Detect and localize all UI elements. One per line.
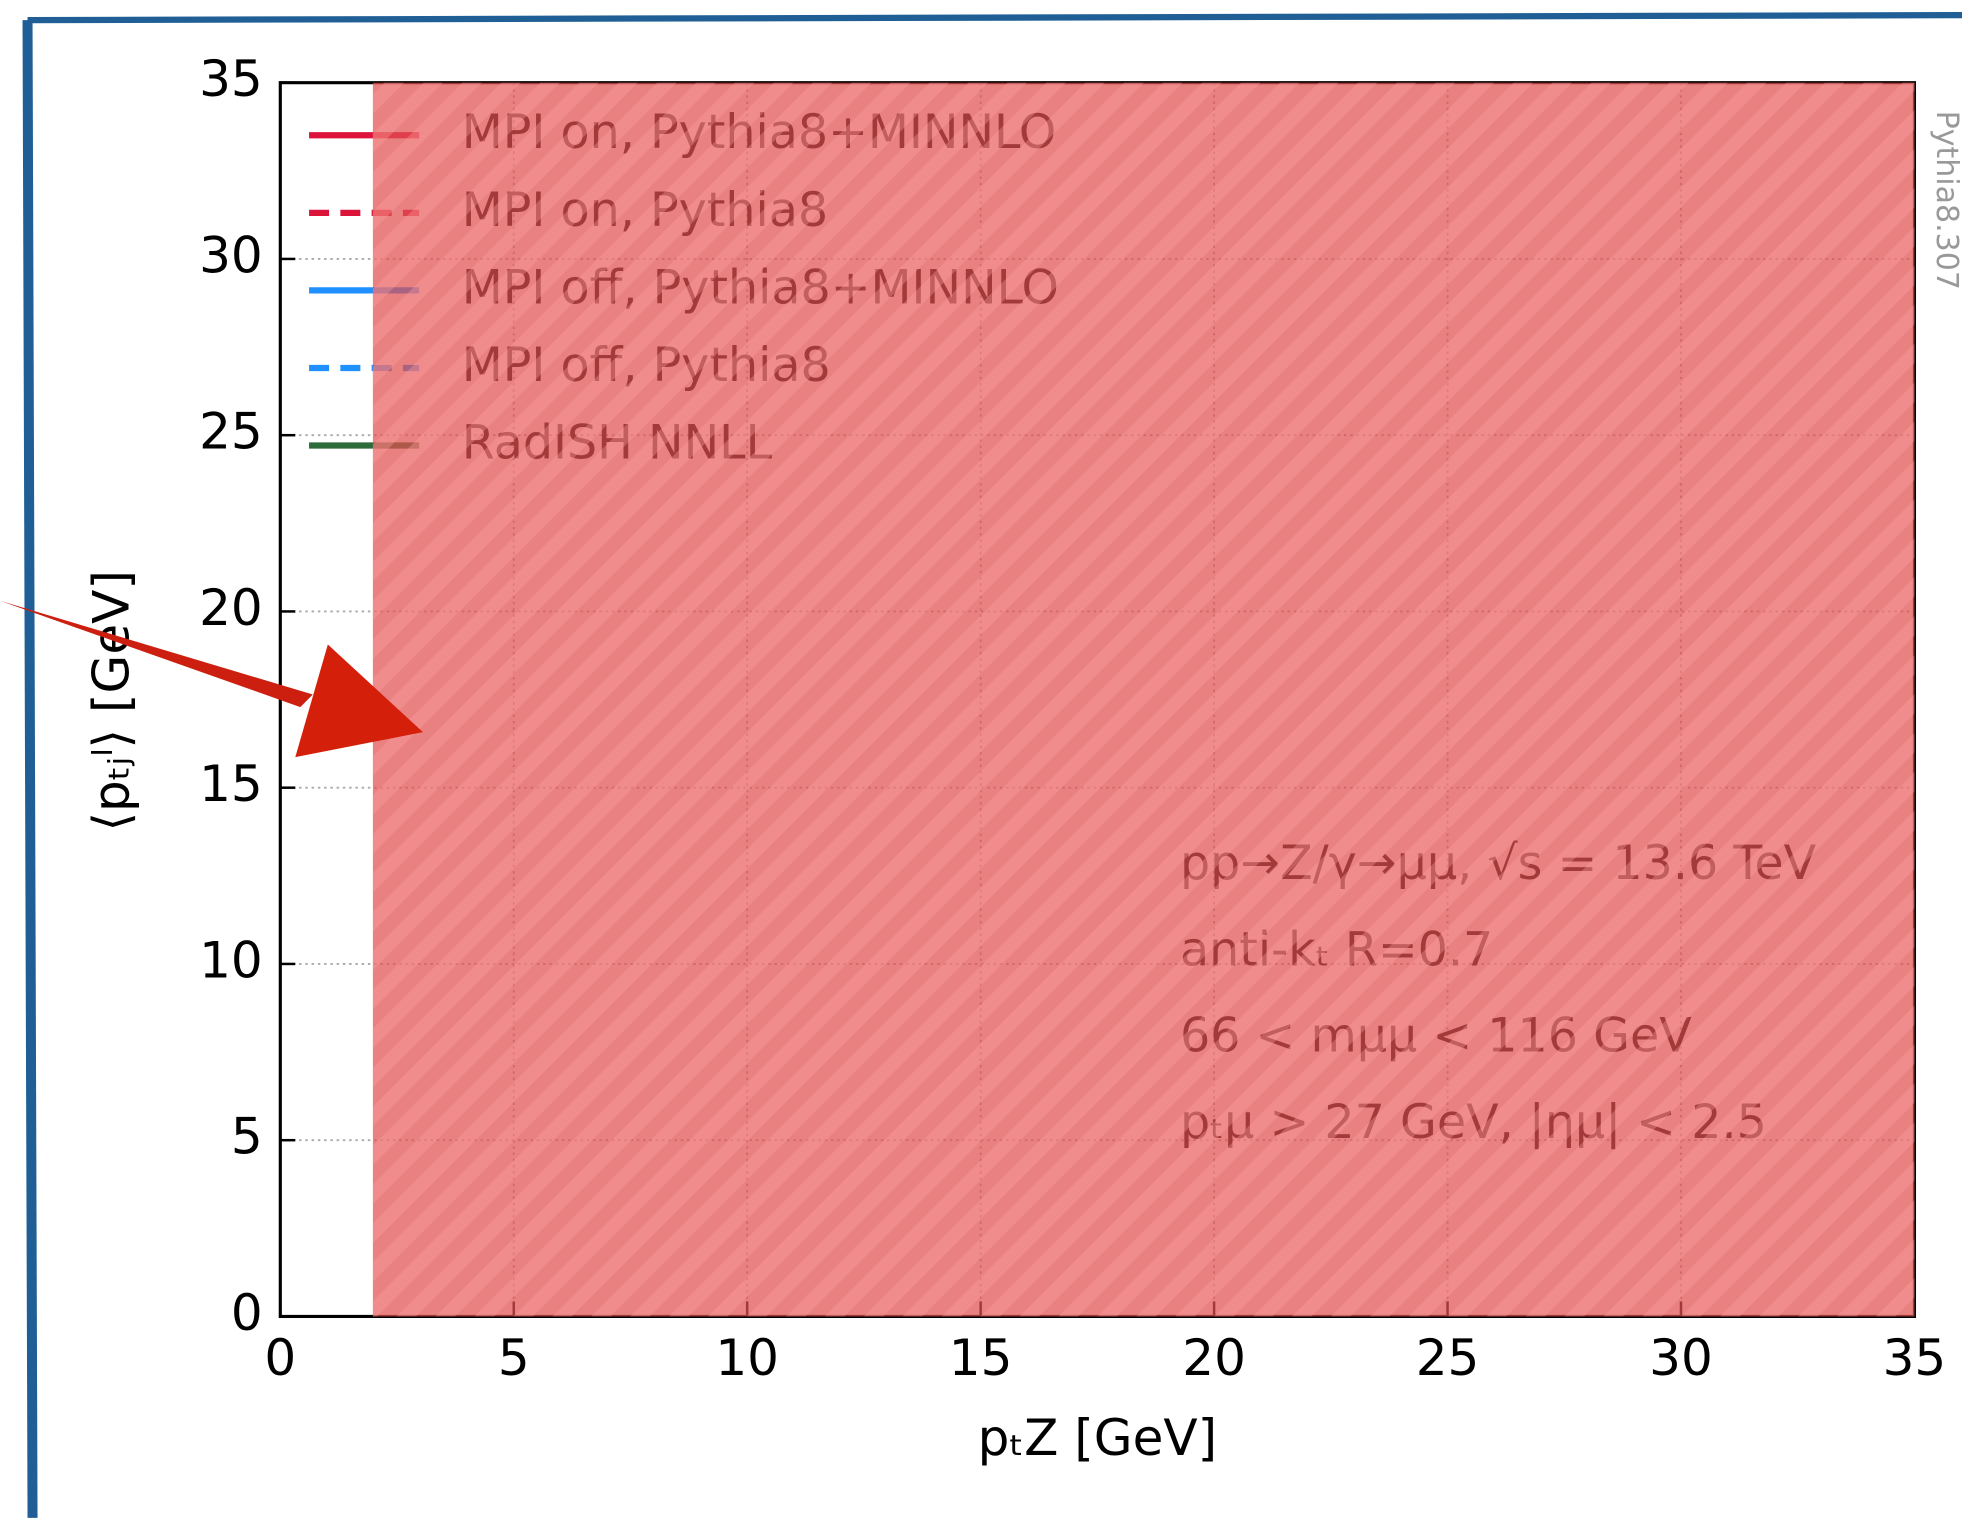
x-tick-label: 0 (264, 1329, 296, 1387)
x-tick-label: 20 (1182, 1329, 1246, 1387)
y-tick-label: 30 (199, 226, 263, 284)
y-tick-label: 10 (199, 931, 263, 989)
x-tick-label: 10 (715, 1329, 779, 1387)
frame-left (22, 20, 38, 1518)
y-tick-label: 20 (199, 579, 263, 637)
x-tick-label: 15 (949, 1329, 1013, 1387)
arrow (0, 600, 423, 758)
x-axis-label: pₜZ [GeV] (978, 1409, 1218, 1467)
y-axis-label: ⟨pₜⱼˡ⟩ [GeV] (83, 570, 141, 831)
frame-top (27, 11, 1962, 24)
y-tick-label: 5 (231, 1108, 263, 1166)
arrow-head (295, 644, 423, 758)
side-label: Pythia8.307 (1929, 111, 1962, 290)
x-tick-label: 35 (1883, 1329, 1947, 1387)
y-tick-label: 35 (199, 50, 263, 108)
y-tick-label: 25 (199, 403, 263, 461)
x-tick-label: 30 (1649, 1329, 1713, 1387)
x-tick-label: 5 (498, 1329, 530, 1387)
highlight-overlay (372, 82, 1915, 1317)
y-tick-label: 0 (231, 1284, 263, 1342)
y-tick-label: 15 (199, 755, 263, 813)
arrow-shaft (0, 600, 313, 708)
x-tick-label: 25 (1416, 1329, 1480, 1387)
highlight-hatch (372, 82, 1915, 1317)
